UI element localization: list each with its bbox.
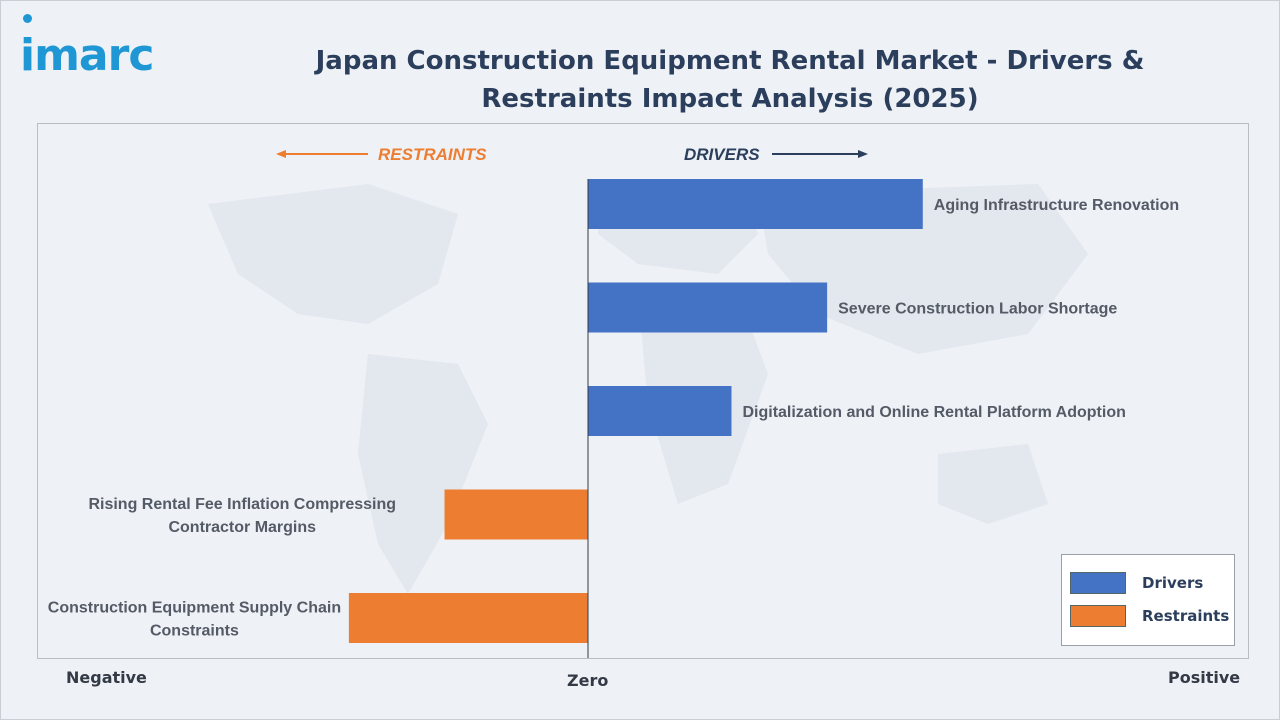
bar-label-0: Aging Infrastructure Renovation	[934, 197, 1179, 214]
legend-item-drivers: Drivers	[1070, 572, 1203, 594]
legend: Drivers Restraints	[1061, 554, 1235, 646]
plot-area: Aging Infrastructure Renovation Severe Co…	[37, 123, 1249, 659]
bar-restraint-3	[444, 489, 588, 540]
legend-label-restraints: Restraints	[1142, 607, 1230, 625]
logo-dot	[23, 14, 32, 23]
bar-label-3: Rising Rental Fee Inflation Compressing C…	[88, 496, 396, 536]
bar-driver-2	[588, 386, 732, 436]
bar-driver-1	[588, 282, 828, 333]
legend-swatch-drivers	[1070, 572, 1126, 594]
restraints-arrowhead	[276, 150, 286, 158]
legend-swatch-restraints	[1070, 605, 1126, 627]
bar-restraint-4	[348, 593, 588, 643]
bar-driver-0	[588, 179, 923, 229]
impact-bar-chart: Aging Infrastructure Renovation Severe Co…	[48, 145, 1179, 658]
axis-negative-label: Negative	[66, 668, 147, 687]
axis-positive-label: Positive	[1168, 668, 1241, 687]
bar-label-1: Severe Construction Labor Shortage	[838, 301, 1117, 318]
imarc-logo: imarc	[20, 30, 154, 81]
chart-title: Japan Construction Equipment Rental Mark…	[315, 46, 1145, 114]
legend-label-drivers: Drivers	[1142, 574, 1204, 592]
drivers-direction-label: DRIVERS	[684, 145, 760, 164]
bar-label-2: Digitalization and Online Rental Platfor…	[742, 404, 1125, 421]
bar-label-4: Construction Equipment Supply Chain Const…	[48, 600, 341, 640]
legend-item-restraints: Restraints	[1070, 605, 1229, 627]
restraints-direction-label: RESTRAINTS	[378, 145, 487, 164]
axis-zero-label: Zero	[567, 671, 609, 690]
drivers-arrowhead	[858, 150, 868, 158]
